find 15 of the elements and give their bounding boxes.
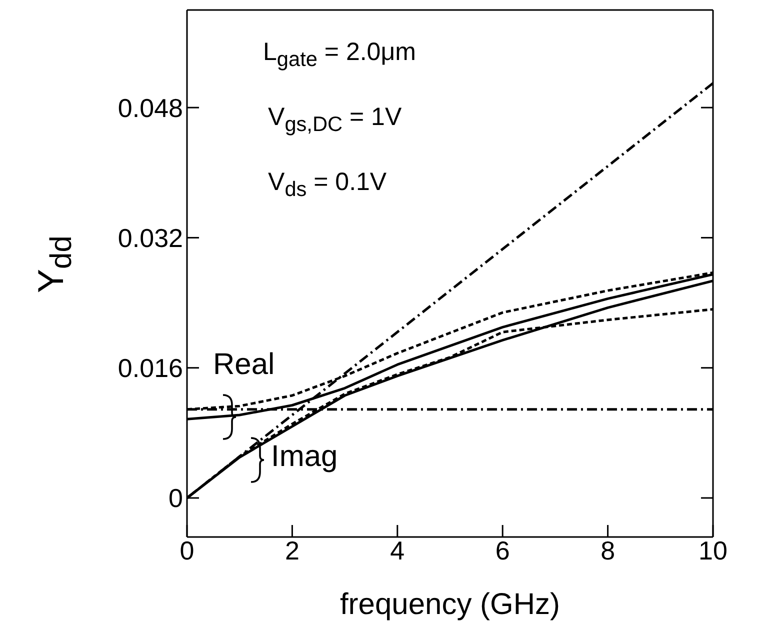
x-axis-title: frequency (GHz) — [340, 588, 560, 621]
x-tick-label: 6 — [495, 535, 510, 566]
annotation: L$_{gate}$ = 2.0μm — [263, 38, 416, 72]
x-tick-label: 2 — [284, 535, 300, 566]
x-tick-label: 4 — [390, 535, 405, 566]
y-tick-label: 0.048 — [118, 92, 183, 123]
y-tick-label: 0.016 — [118, 353, 183, 384]
annotation: V$_{gs,DC}$ = 1V — [268, 103, 402, 137]
x-tick-label: 10 — [698, 535, 728, 566]
annotation: Imag — [271, 440, 338, 474]
y-tick-label: 0 — [168, 483, 183, 514]
annotation: V$_{ds}$ = 0.1V — [268, 168, 387, 202]
annotation: Real — [213, 348, 275, 382]
x-tick-label: 8 — [600, 535, 616, 566]
y-tick-label: 0.032 — [118, 222, 183, 253]
